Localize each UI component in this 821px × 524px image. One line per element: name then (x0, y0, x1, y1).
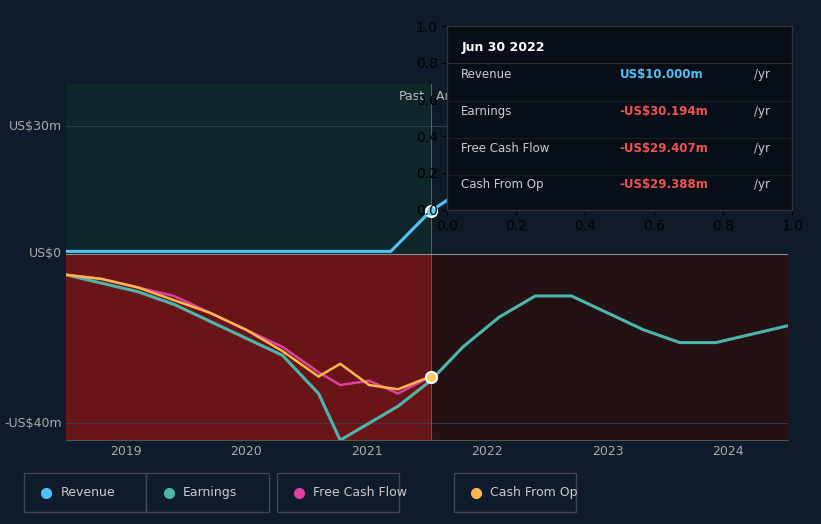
Text: US$10.000m: US$10.000m (620, 69, 704, 81)
Text: Earnings: Earnings (183, 486, 237, 499)
Text: Earnings: Earnings (461, 105, 512, 118)
Text: /yr: /yr (754, 69, 770, 81)
Text: -US$30.194m: -US$30.194m (620, 105, 709, 118)
Text: -US$29.407m: -US$29.407m (620, 142, 709, 155)
Text: /yr: /yr (754, 105, 770, 118)
Text: /yr: /yr (754, 178, 770, 191)
Text: Jun 30 2022: Jun 30 2022 (461, 41, 545, 54)
Text: US$30m: US$30m (9, 120, 62, 133)
Text: -US$29.388m: -US$29.388m (620, 178, 709, 191)
Text: US$0: US$0 (29, 247, 62, 260)
Text: Revenue: Revenue (61, 486, 115, 499)
Text: -US$40m: -US$40m (4, 417, 62, 430)
Text: Free Cash Flow: Free Cash Flow (313, 486, 406, 499)
Text: Free Cash Flow: Free Cash Flow (461, 142, 549, 155)
Text: Cash From Op: Cash From Op (490, 486, 578, 499)
Text: /yr: /yr (754, 142, 770, 155)
Text: Analysts Forecasts: Analysts Forecasts (436, 90, 553, 103)
Text: Revenue: Revenue (461, 69, 512, 81)
Text: Past: Past (399, 90, 424, 103)
Text: Cash From Op: Cash From Op (461, 178, 544, 191)
